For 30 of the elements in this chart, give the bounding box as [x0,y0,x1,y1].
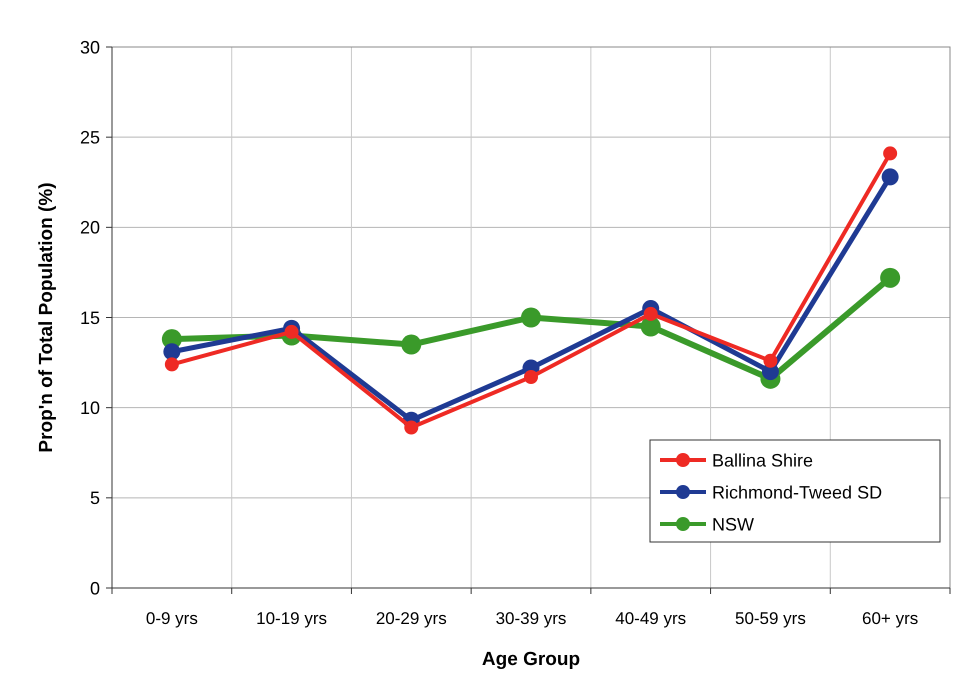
legend-label: NSW [712,514,754,534]
point [164,357,179,372]
y-tick-label: 10 [80,398,100,418]
x-axis-title: Age Group [482,649,580,670]
point [524,370,538,384]
x-tick-label: 50-59 yrs [734,609,806,628]
point [163,343,180,360]
x-tick-label: 0-9 yrs [146,609,198,628]
y-tick-label: 30 [80,37,100,58]
y-tick-label: 15 [80,308,100,328]
y-tick-label: 25 [80,127,100,148]
point [883,146,898,160]
y-tick-label: 20 [80,218,100,238]
y-tick-label: 0 [90,578,100,598]
x-tick-label: 40-49 yrs [615,609,686,628]
point [521,308,541,328]
point [763,354,778,368]
y-axis-title: Prop'n of Total Population (%) [36,182,57,453]
point [401,334,422,355]
x-tick-label: 10-19 yrs [256,609,328,628]
point [644,306,658,321]
point [882,168,899,186]
x-tick-label: 30-39 yrs [496,609,566,628]
legend-label: Ballina Shire [712,450,814,470]
point [404,420,418,435]
point [880,268,900,288]
x-tick-label: 60+ yrs [862,609,918,628]
legend-label: Richmond-Tweed SD [712,482,882,502]
x-tick-label: 20-29 yrs [376,609,447,628]
y-tick-label: 5 [90,488,100,508]
